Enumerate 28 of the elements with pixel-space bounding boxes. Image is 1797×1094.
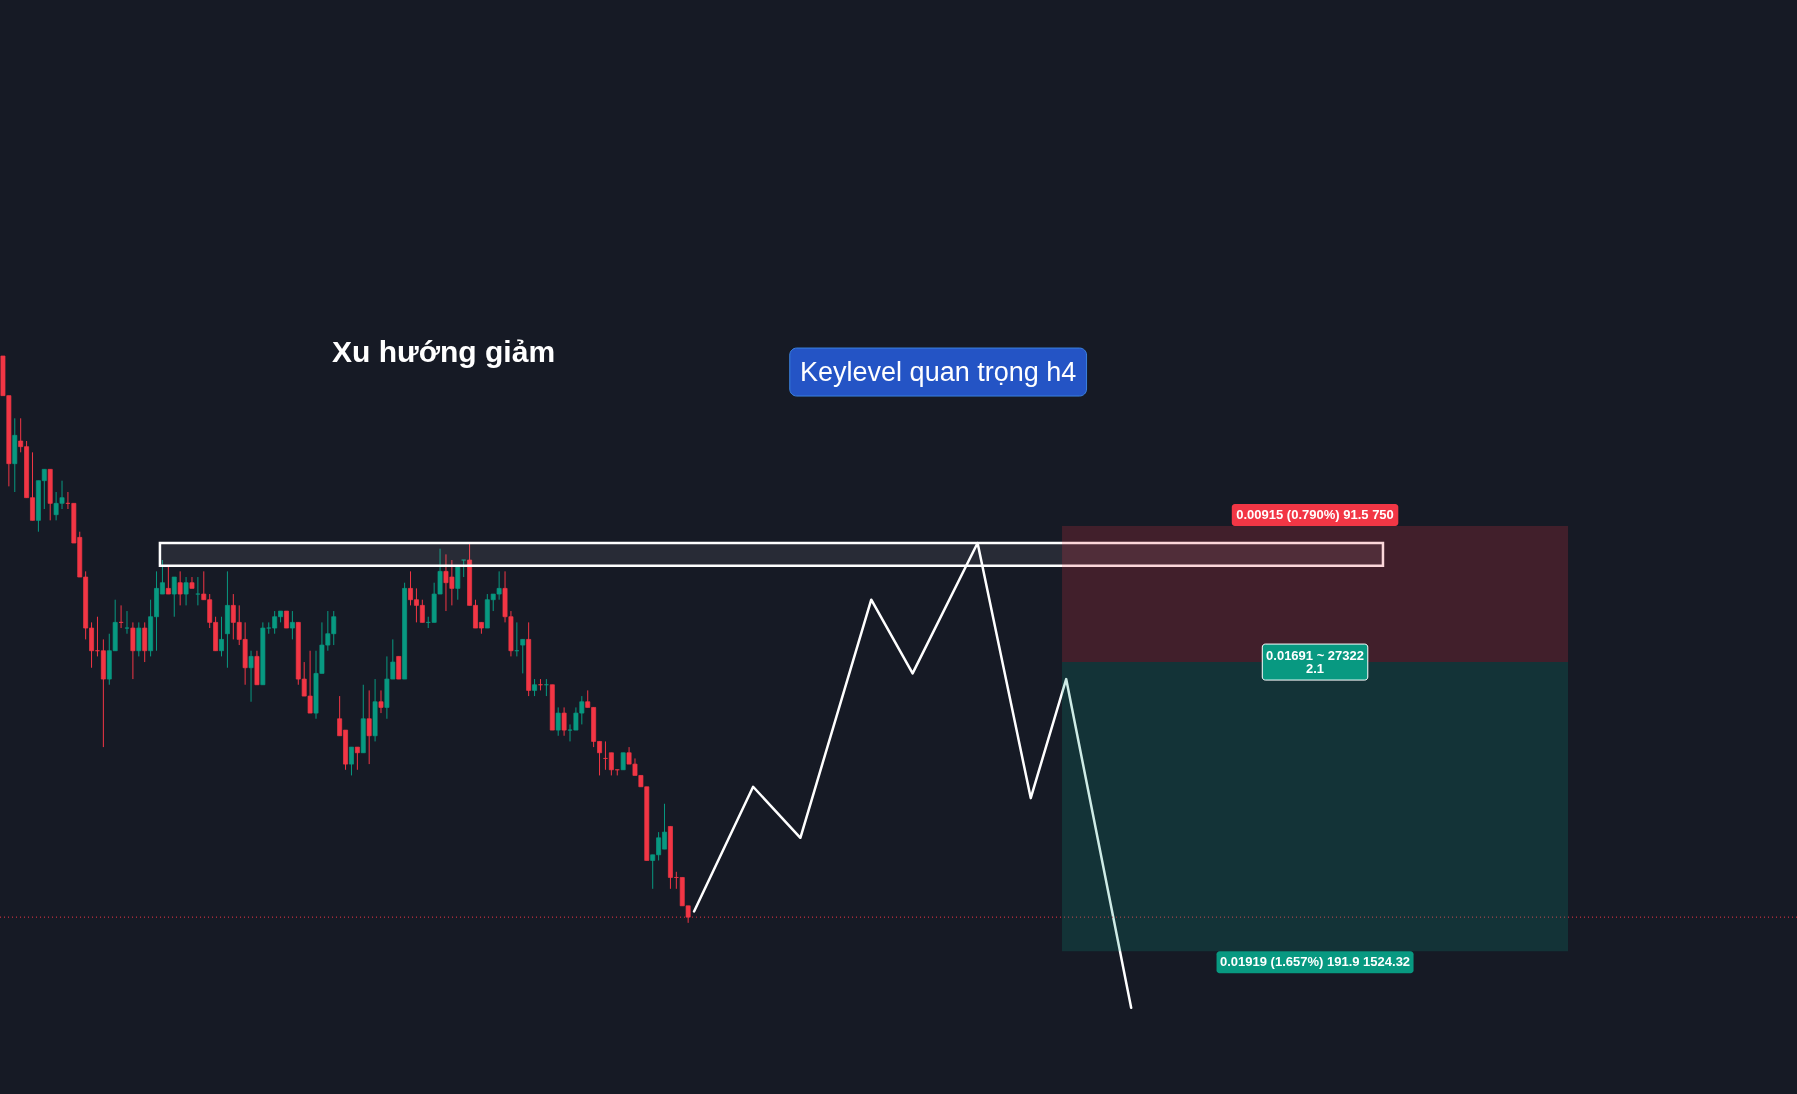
candlestick — [461, 559, 467, 578]
candlestick — [289, 610, 295, 640]
candlestick — [219, 616, 224, 657]
band-label: 0.01919 (1.657%) 191.9 1524.32 — [1219, 954, 1411, 970]
candlestick — [561, 706, 567, 737]
candlestick — [455, 565, 461, 601]
candlestick — [124, 610, 130, 635]
candlestick — [248, 650, 254, 703]
candlestick — [136, 621, 142, 657]
band-label: 0.00915 (0.790%) 91.5 750 — [1236, 507, 1394, 523]
candlestick — [520, 638, 526, 674]
annotation: Xu hướng giảm — [332, 335, 556, 368]
candlestick — [354, 746, 360, 771]
candlestick — [189, 576, 195, 589]
band-label: Keylevel quan trọng h4 — [800, 357, 1077, 388]
candlestick — [165, 565, 171, 595]
candlestick — [142, 621, 148, 663]
annotation: 0.01691 ~ 27322 2.1 — [1266, 647, 1365, 676]
candlestick — [396, 655, 402, 680]
candlestick — [349, 746, 354, 776]
candlestick — [130, 621, 136, 680]
candlestick — [183, 576, 189, 606]
candlestick — [378, 689, 384, 714]
candlestick — [171, 576, 177, 618]
candlestick — [177, 570, 183, 606]
candlestick — [555, 706, 561, 737]
candlestick — [195, 576, 201, 606]
candlestick — [366, 689, 372, 765]
